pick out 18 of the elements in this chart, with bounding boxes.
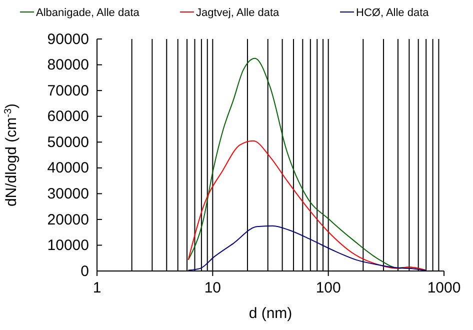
x-tick-label: 1: [92, 280, 102, 296]
x-tick-label: 100: [316, 280, 341, 296]
x-axis-title: d (nm): [248, 305, 292, 322]
legend-label: HCØ, Alle data: [356, 7, 430, 19]
y-tick-label: 10000: [47, 237, 89, 254]
y-tick-label: 90000: [47, 30, 89, 48]
y-tick-label: 60000: [47, 108, 89, 126]
y-tick-label: 0: [80, 262, 89, 280]
y-tick-label: 30000: [47, 185, 89, 202]
x-tick-label: 1000: [427, 280, 461, 296]
x-tick-label: 10: [204, 280, 222, 296]
legend-label: Jagtvej, Alle data: [196, 7, 280, 19]
y-tick-label: 20000: [47, 211, 89, 228]
y-tick-label: 50000: [47, 134, 89, 151]
legend-label: Albanigade, Alle data: [36, 7, 140, 19]
y-tick-label: 70000: [47, 82, 89, 100]
y-tick-label: 80000: [47, 56, 89, 74]
y-tick-label: 40000: [47, 160, 89, 177]
